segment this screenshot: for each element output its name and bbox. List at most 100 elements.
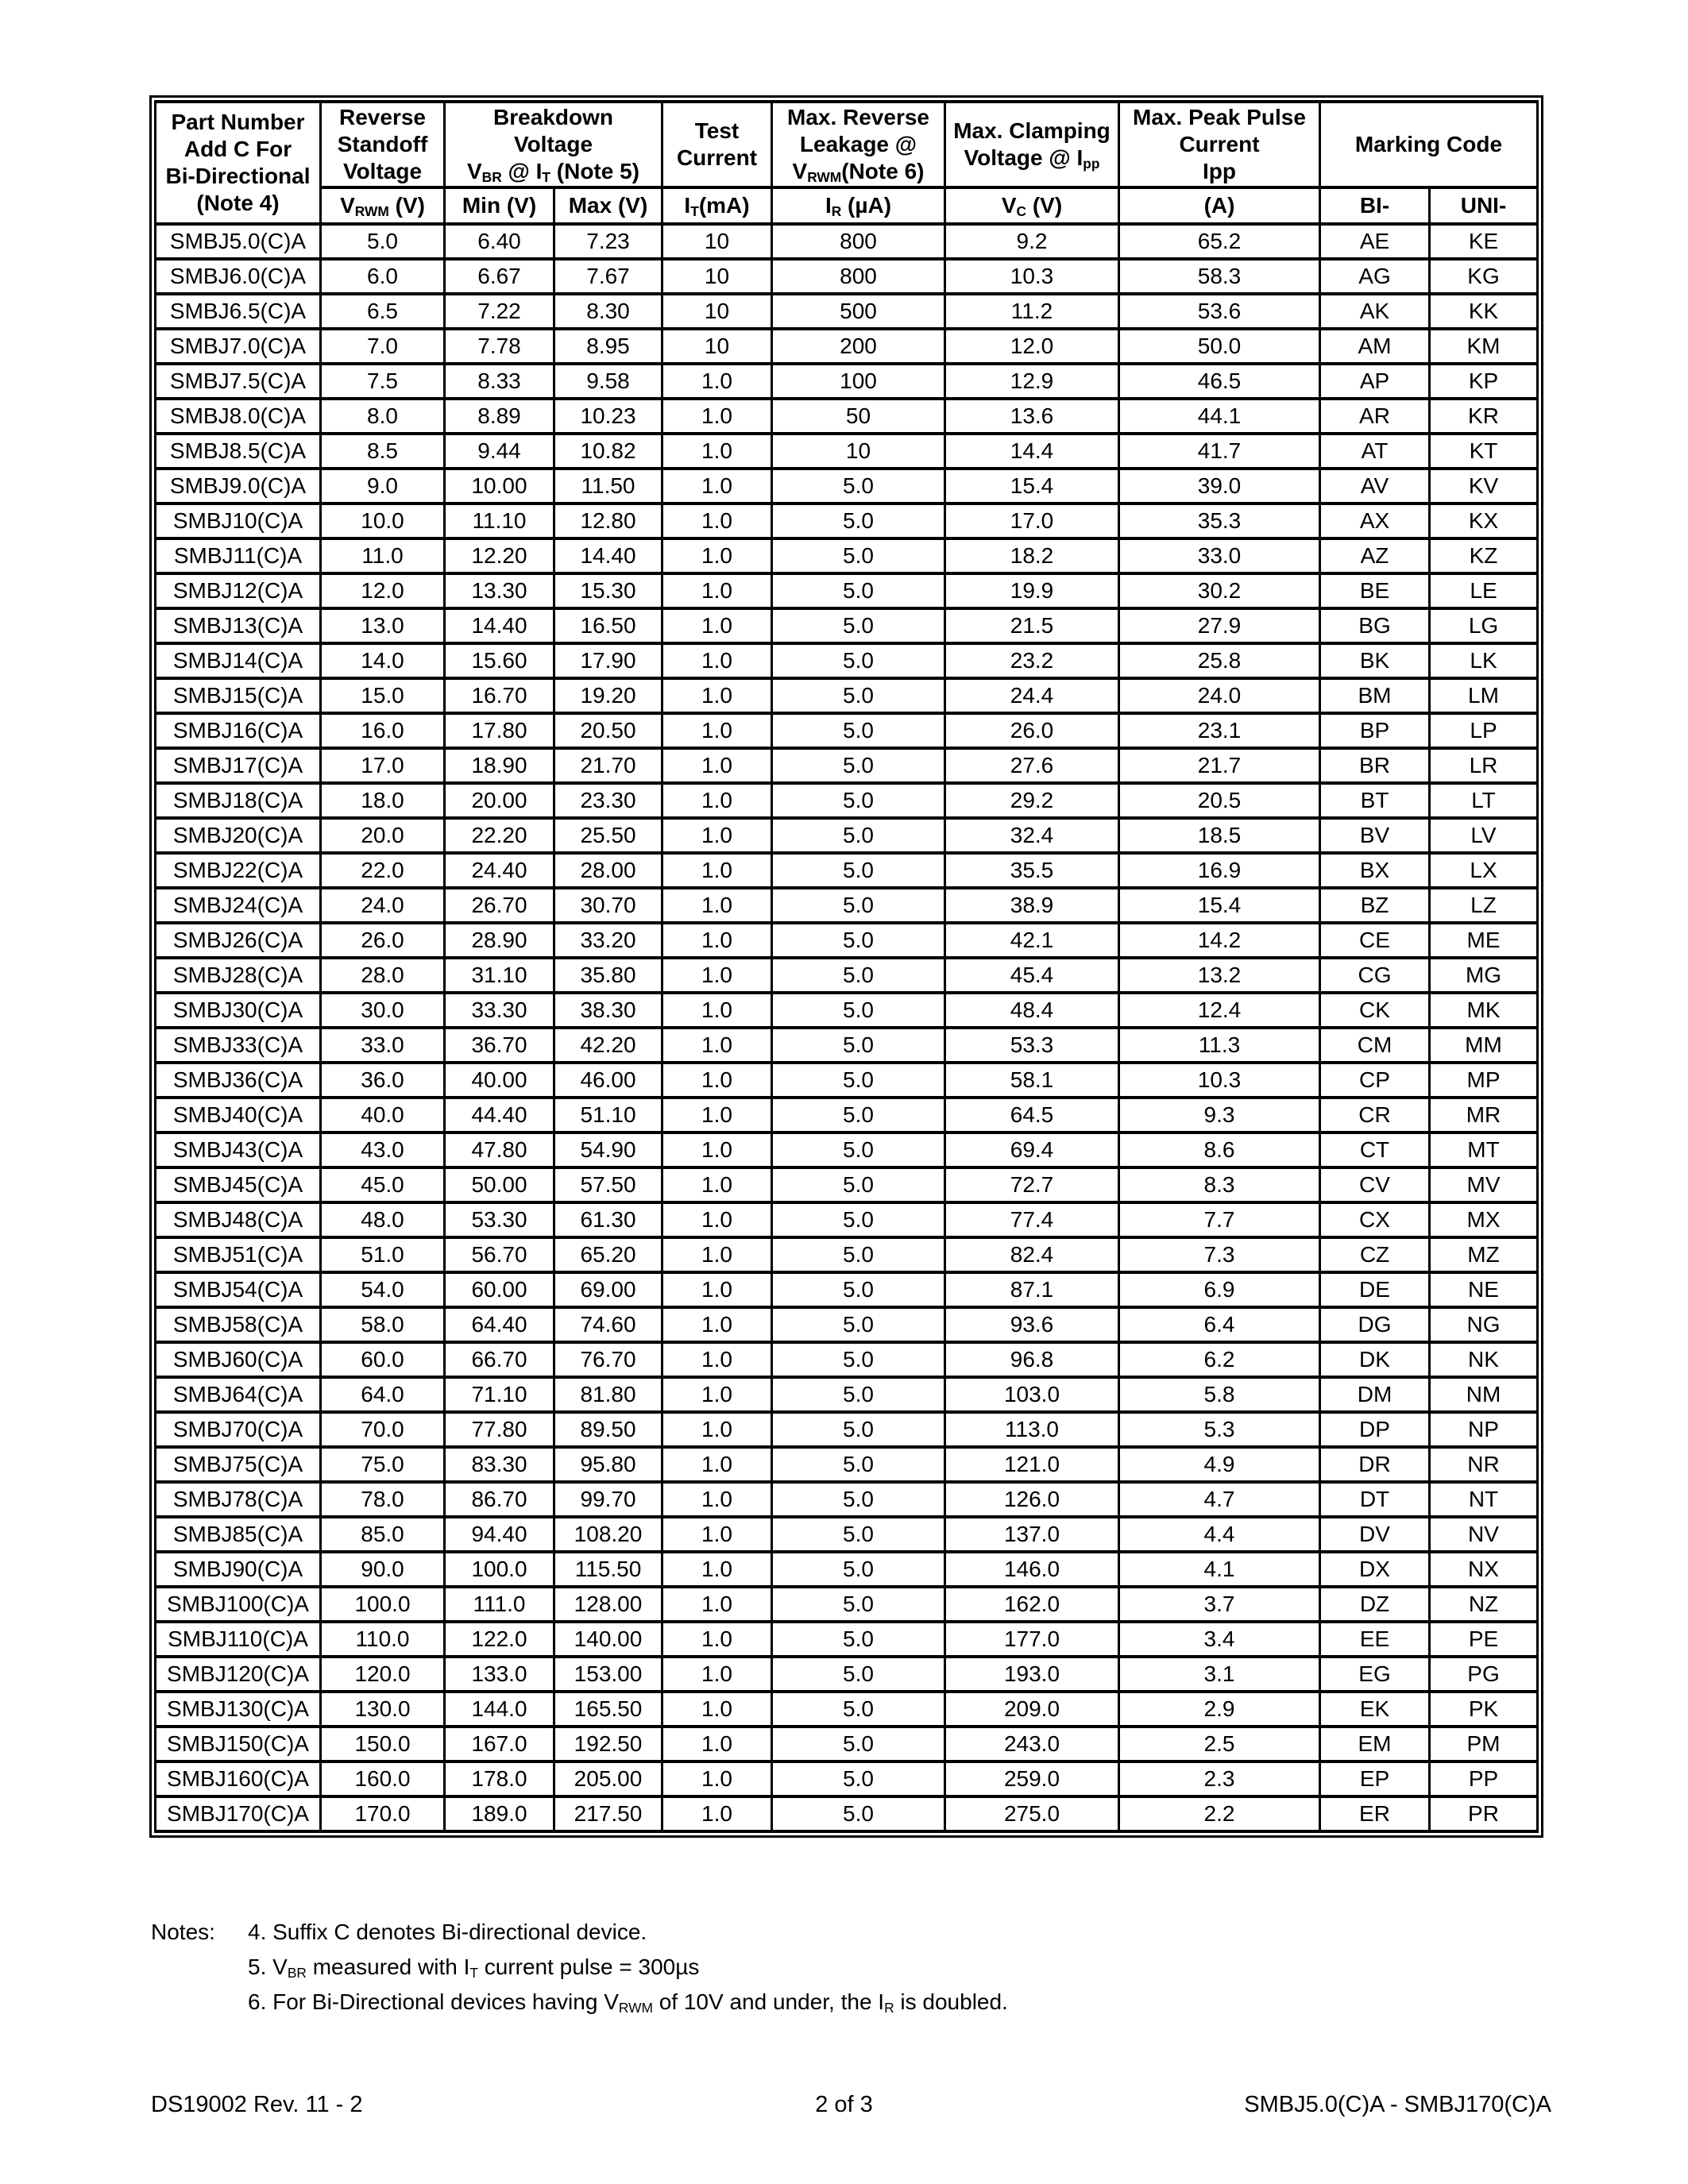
value-cell: 27.6 — [944, 747, 1120, 785]
table-body: SMBJ5.0(C)A 5.0 6.40 7.23 10 800 9.2 65.2 AE KE SM… — [154, 222, 1539, 1833]
value-cell: 1.0 — [661, 1795, 773, 1833]
col-header-marking-code: Marking Code — [1319, 100, 1539, 189]
part-number-cell: SMBJ24(C)A — [154, 886, 322, 924]
value-cell: 51.10 — [553, 1096, 663, 1134]
part-number-cell: SMBJ33(C)A — [154, 1026, 322, 1064]
value-cell: 4.4 — [1118, 1515, 1321, 1553]
value-cell: 74.60 — [553, 1306, 663, 1344]
value-cell: 20.5 — [1118, 781, 1321, 820]
value-cell: 122.0 — [443, 1620, 555, 1658]
value-cell: 11.10 — [443, 502, 555, 540]
value-cell: 22.20 — [443, 816, 555, 855]
value-cell: 137.0 — [944, 1515, 1120, 1553]
subcol-header-vrwm: VRWM (V) — [319, 186, 446, 226]
value-cell: BZ — [1319, 886, 1431, 924]
value-cell: 10.3 — [1118, 1061, 1321, 1099]
part-number-cell: SMBJ100(C)A — [154, 1585, 322, 1623]
value-cell: DR — [1319, 1445, 1431, 1484]
value-cell: CX — [1319, 1201, 1431, 1239]
value-cell: 13.2 — [1118, 956, 1321, 994]
notes-label: Notes: — [151, 1920, 215, 1944]
value-cell: 94.40 — [443, 1515, 555, 1553]
value-cell: 30.0 — [319, 991, 446, 1029]
value-cell: 60.0 — [319, 1341, 446, 1379]
value-cell: 64.40 — [443, 1306, 555, 1344]
value-cell: 5.0 — [771, 1760, 946, 1798]
value-cell: 25.8 — [1118, 642, 1321, 680]
value-cell: 5.8 — [1118, 1376, 1321, 1414]
value-cell: 1.0 — [661, 432, 773, 470]
value-cell: 50.0 — [1118, 327, 1321, 365]
subcol-header-marking-bi: BI- — [1319, 186, 1431, 226]
value-cell: 5.0 — [771, 921, 946, 959]
value-cell: 8.3 — [1118, 1166, 1321, 1204]
value-cell: 5.0 — [771, 1445, 946, 1484]
value-cell: EP — [1319, 1760, 1431, 1798]
value-cell: 12.80 — [553, 502, 663, 540]
col-header-test-current: Test Current — [661, 100, 773, 189]
part-number-cell: SMBJ78(C)A — [154, 1480, 322, 1518]
value-cell: 50 — [771, 397, 946, 435]
value-cell: 15.0 — [319, 677, 446, 715]
value-cell: 33.0 — [319, 1026, 446, 1064]
value-cell: 1.0 — [661, 1236, 773, 1274]
value-cell: 17.80 — [443, 712, 555, 750]
value-cell: 1.0 — [661, 1306, 773, 1344]
value-cell: 178.0 — [443, 1760, 555, 1798]
value-cell: 46.00 — [553, 1061, 663, 1099]
table-row: SMBJ51(C)A 51.0 56.70 65.20 1.0 5.0 82.4 7.3 CZ M… — [154, 1236, 1539, 1274]
value-cell: 8.33 — [443, 362, 555, 400]
note-item: 5. VBR measured with IT current pulse = … — [248, 1954, 700, 1981]
value-cell: 243.0 — [944, 1725, 1120, 1763]
table-row: SMBJ28(C)A 28.0 31.10 35.80 1.0 5.0 45.4 13.2 CG… — [154, 956, 1539, 994]
value-cell: 1.0 — [661, 1061, 773, 1099]
table-row: SMBJ150(C)A 150.0 167.0 192.50 1.0 5.0 243.0 2.… — [154, 1725, 1539, 1763]
value-cell: CV — [1319, 1166, 1431, 1204]
subcol-header-vc-v: VC (V) — [944, 186, 1120, 226]
table-row: SMBJ12(C)A 12.0 13.30 15.30 1.0 5.0 19.9 30.2 BE… — [154, 572, 1539, 610]
value-cell: 66.70 — [443, 1341, 555, 1379]
value-cell: 38.9 — [944, 886, 1120, 924]
value-cell: 5.0 — [771, 1306, 946, 1344]
value-cell: AR — [1319, 397, 1431, 435]
value-cell: 17.90 — [553, 642, 663, 680]
value-cell: LV — [1428, 816, 1539, 855]
value-cell: 15.4 — [1118, 886, 1321, 924]
table-row: SMBJ26(C)A 26.0 28.90 33.20 1.0 5.0 42.1 14.2 CE… — [154, 921, 1539, 959]
value-cell: 167.0 — [443, 1725, 555, 1763]
value-cell: 8.6 — [1118, 1131, 1321, 1169]
table-row: SMBJ40(C)A 40.0 44.40 51.10 1.0 5.0 64.5 9.3 CR M… — [154, 1096, 1539, 1134]
value-cell: 99.70 — [553, 1480, 663, 1518]
table-row: SMBJ30(C)A 30.0 33.30 38.30 1.0 5.0 48.4 12.4 CK… — [154, 991, 1539, 1029]
value-cell: 15.60 — [443, 642, 555, 680]
value-cell: 5.3 — [1118, 1410, 1321, 1449]
value-cell: 5.0 — [771, 1725, 946, 1763]
value-cell: 21.7 — [1118, 747, 1321, 785]
value-cell: 146.0 — [944, 1550, 1120, 1588]
value-cell: EM — [1319, 1725, 1431, 1763]
value-cell: 1.0 — [661, 1725, 773, 1763]
table-row: SMBJ54(C)A 54.0 60.00 69.00 1.0 5.0 87.1 6.9 DE N… — [154, 1271, 1539, 1309]
value-cell: LG — [1428, 607, 1539, 645]
value-cell: DM — [1319, 1376, 1431, 1414]
value-cell: KM — [1428, 327, 1539, 365]
value-cell: 19.20 — [553, 677, 663, 715]
value-cell: 100 — [771, 362, 946, 400]
value-cell: 54.0 — [319, 1271, 446, 1309]
value-cell: CZ — [1319, 1236, 1431, 1274]
value-cell: 1.0 — [661, 1445, 773, 1484]
value-cell: 9.0 — [319, 467, 446, 505]
value-cell: 44.1 — [1118, 397, 1321, 435]
value-cell: AE — [1319, 222, 1431, 260]
table-row: SMBJ10(C)A 10.0 11.10 12.80 1.0 5.0 17.0 35.3 AX… — [154, 502, 1539, 540]
value-cell: 86.70 — [443, 1480, 555, 1518]
value-cell: DE — [1319, 1271, 1431, 1309]
part-number-cell: SMBJ7.0(C)A — [154, 327, 322, 365]
table-row: SMBJ16(C)A 16.0 17.80 20.50 1.0 5.0 26.0 23.1 BP… — [154, 712, 1539, 750]
value-cell: 1.0 — [661, 1550, 773, 1588]
table-row: SMBJ130(C)A 130.0 144.0 165.50 1.0 5.0 209.0 2.… — [154, 1690, 1539, 1728]
value-cell: 140.00 — [553, 1620, 663, 1658]
value-cell: 30.70 — [553, 886, 663, 924]
value-cell: 1.0 — [661, 956, 773, 994]
value-cell: 5.0 — [771, 1376, 946, 1414]
